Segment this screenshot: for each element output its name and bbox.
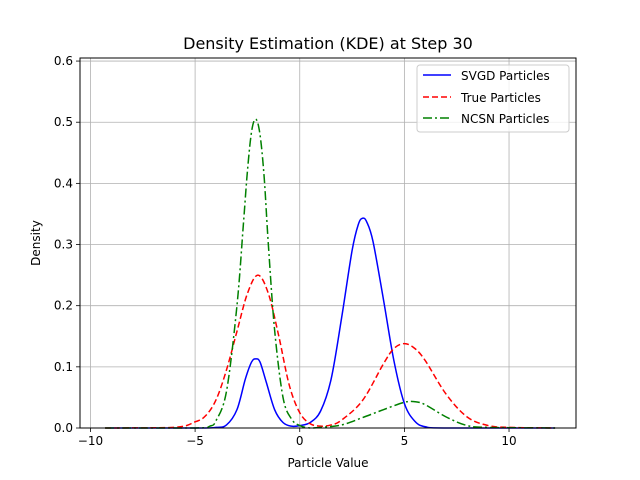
- y-tick-label: 0.3: [54, 238, 73, 252]
- plot-area-frame: [79, 57, 577, 429]
- y-tick-label: 0.5: [54, 115, 73, 129]
- y-tick-label: 0.1: [54, 360, 73, 374]
- ncsn-density-line: [105, 118, 556, 429]
- x-tick-label: −10: [78, 434, 103, 448]
- true-density-line: [105, 274, 556, 429]
- x-tick-label: 5: [401, 434, 409, 448]
- y-tick-label: 0.0: [54, 421, 73, 435]
- series-lines: [105, 118, 556, 429]
- svgd-density-line: [105, 217, 556, 429]
- x-tick-label: 0: [296, 434, 304, 448]
- chart-title: Density Estimation (KDE) at Step 30: [183, 34, 473, 53]
- legend-label-svgd: SVGD Particles: [461, 69, 550, 83]
- y-tick-label: 0.4: [54, 176, 73, 190]
- legend-box: [416, 64, 570, 133]
- x-axis-label: Particle Value: [287, 456, 368, 470]
- x-axis-ticks: −10 −5 0 5 10: [78, 428, 517, 448]
- legend: SVGD Particles True Particles NCSN Parti…: [416, 64, 570, 133]
- y-axis-ticks: 0.0 0.1 0.2 0.3 0.4 0.5 0.6: [54, 54, 80, 435]
- x-tick-label: 10: [501, 434, 516, 448]
- y-tick-label: 0.6: [54, 54, 73, 68]
- y-tick-label: 0.2: [54, 299, 73, 313]
- x-tick-label: −5: [186, 434, 204, 448]
- y-axis-label: Density: [29, 220, 43, 266]
- legend-label-true: True Particles: [460, 91, 541, 105]
- legend-label-ncsn: NCSN Particles: [461, 112, 549, 126]
